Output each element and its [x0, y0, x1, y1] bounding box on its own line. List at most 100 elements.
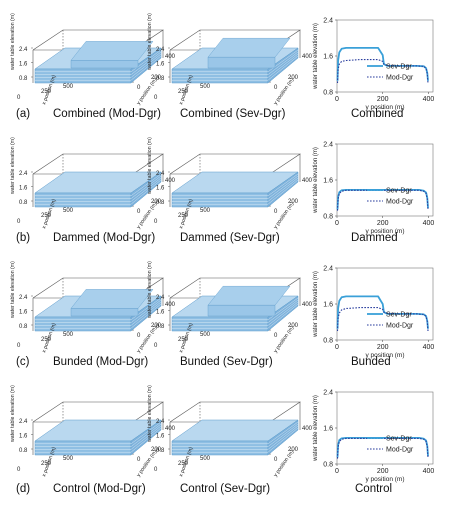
y-tick-label: 0: [274, 209, 278, 215]
series-line-sev-dgr: [336, 47, 429, 81]
surface-contour: [130, 179, 162, 205]
z-tick-label: 0.8: [156, 76, 165, 82]
y-axis-label: water table elevation (m): [313, 23, 319, 90]
x-tick-label: 250: [178, 461, 189, 467]
legend-label: Mod-Dgr: [386, 447, 414, 454]
x-tick-label: 0: [154, 219, 158, 225]
z-axis-label: water table elevation (m): [10, 385, 16, 442]
x-axis-label: y position (m): [365, 228, 404, 235]
surface-contour: [267, 53, 299, 78]
surface-contour: [267, 51, 299, 75]
z-tick-label: 1.6: [19, 62, 28, 68]
surface-box-top: [32, 401, 164, 423]
y-tick-label: 200: [288, 75, 299, 81]
z-tick-label: 0.8: [19, 448, 28, 454]
y-tick-label: 2.4: [323, 266, 333, 273]
x-axis-label: y position (m): [365, 476, 404, 483]
panel-letter-d: (d): [16, 483, 31, 495]
surface-contour: [130, 421, 162, 445]
y-tick-label: 0: [137, 85, 141, 91]
x-tick-label: 200: [377, 220, 389, 227]
z-tick-label: 1.6: [19, 434, 28, 440]
x-tick-label: 400: [423, 468, 435, 475]
plot-frame: [336, 143, 434, 217]
surface-contour: [130, 51, 162, 75]
surface-box-top: [169, 401, 301, 423]
surface-contour: [267, 425, 299, 450]
y-axis-label: y position (m): [273, 201, 296, 230]
y-axis-label: water table elevation (m): [313, 147, 319, 214]
y-tick-label: 2.4: [323, 390, 333, 397]
surface-contour: [267, 303, 299, 329]
x-tick-label: 0: [335, 96, 339, 103]
x-tick-label: 250: [178, 213, 189, 219]
caption-a-left: Combined (Mod-Dgr): [53, 108, 162, 120]
caption-b-right: Dammed: [351, 232, 398, 244]
legend-label: Mod-Dgr: [386, 323, 414, 330]
x-tick-label: 500: [200, 332, 211, 338]
surface-contour: [267, 421, 299, 445]
z-tick-label: 0.8: [19, 200, 28, 206]
z-axis-label: water table elevation (m): [147, 261, 153, 318]
y-tick-label: 400: [302, 54, 313, 60]
surface-box-top: [169, 153, 301, 175]
surface-contour: [267, 427, 299, 453]
y-tick-label: 1.6: [323, 302, 333, 309]
z-tick-label: 2.4: [156, 171, 165, 177]
caption-d-middle: Control (Sev-Dgr): [180, 483, 271, 495]
y-tick-label: 200: [151, 323, 162, 329]
y-tick-label: 0: [137, 333, 141, 339]
legend-label: Sev-Dgr: [386, 188, 412, 195]
surface-contour: [267, 301, 299, 326]
legend-label: Mod-Dgr: [386, 199, 414, 206]
x-axis-label: y position (m): [365, 352, 404, 359]
surface-contour: [267, 175, 299, 199]
surface-hump-front: [207, 305, 276, 317]
z-tick-label: 1.6: [19, 310, 28, 316]
x-tick-label: 250: [41, 213, 52, 219]
y-tick-label: 0: [137, 457, 141, 463]
surface-contour: [130, 301, 162, 326]
y-tick-label: 200: [151, 199, 162, 205]
x-tick-label: 500: [63, 332, 74, 338]
y-tick-label: 1.6: [323, 54, 333, 61]
y-tick-label: 0: [274, 457, 278, 463]
series-line-mod-dgr: [336, 189, 429, 211]
caption-d-right: Control: [355, 483, 393, 495]
series-line-mod-dgr: [336, 59, 429, 84]
surface-contour: [130, 299, 162, 323]
y-tick-label: 2.4: [323, 18, 333, 25]
z-tick-label: 2.4: [19, 47, 28, 53]
surface-contour: [130, 53, 162, 78]
z-axis-label: water table elevation (m): [147, 13, 153, 70]
legend-label: Mod-Dgr: [386, 75, 414, 82]
panel-letter-a: (a): [16, 108, 31, 120]
z-tick-label: 2.4: [156, 419, 165, 425]
y-axis-label: y position (m): [273, 77, 296, 106]
surface-hump-front: [70, 60, 139, 69]
x-tick-label: 0: [154, 95, 158, 101]
line-chart-0: 0.8 1.6 2.4 0 200 400 y position (m) water tabl…: [313, 18, 434, 112]
x-tick-label: 0: [17, 343, 21, 349]
x-tick-label: 250: [178, 89, 189, 95]
z-tick-label: 2.4: [19, 171, 28, 177]
z-axis-label: water table elevation (m): [10, 13, 16, 70]
z-tick-label: 1.6: [156, 310, 165, 316]
surface-contour: [130, 175, 162, 199]
plot-frame: [336, 19, 434, 93]
caption-a-right: Combined: [351, 108, 404, 120]
caption-b-left: Dammed (Mod-Dgr): [53, 232, 156, 244]
caption-b-middle: Dammed (Sev-Dgr): [180, 232, 280, 244]
surface-hump-front: [70, 308, 139, 317]
caption-c-right: Bunded: [351, 356, 391, 368]
z-axis-label: water table elevation (m): [10, 261, 16, 318]
legend-label: Sev-Dgr: [386, 312, 412, 319]
line-chart-3: 0.8 1.6 2.4 0 200 400 y position (m) water tabl…: [313, 390, 434, 484]
x-tick-label: 250: [41, 461, 52, 467]
y-axis-label: water table elevation (m): [313, 271, 319, 338]
z-tick-label: 1.6: [156, 186, 165, 192]
x-tick-label: 0: [17, 467, 21, 473]
z-tick-label: 1.6: [156, 434, 165, 440]
